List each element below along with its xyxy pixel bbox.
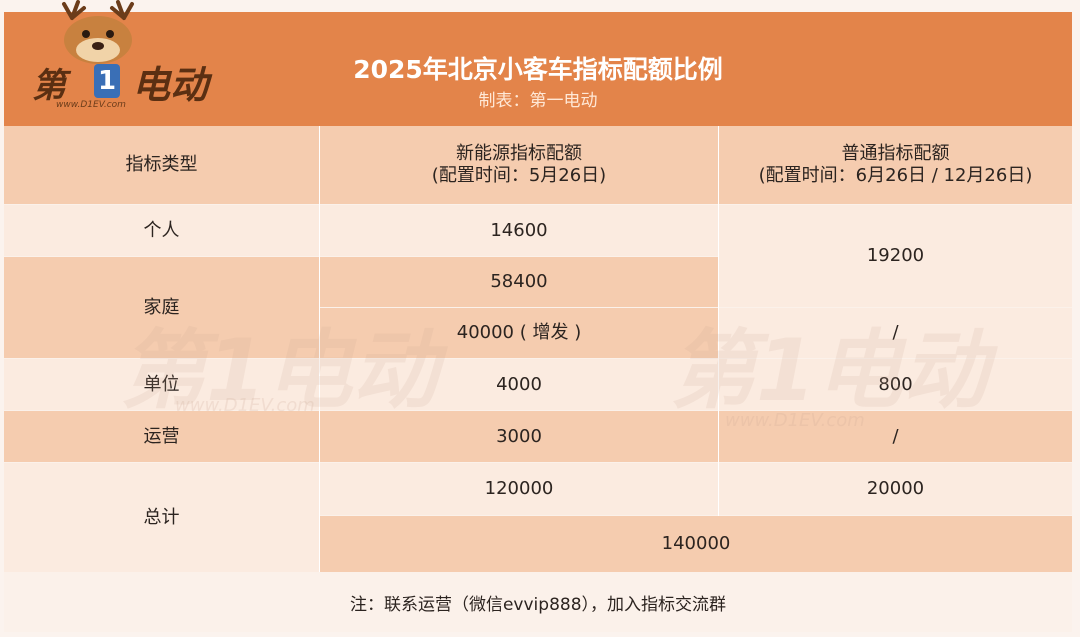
row-total-nev: 120000 xyxy=(320,463,718,515)
row-family-label: 家庭 xyxy=(4,257,319,358)
divider xyxy=(718,126,719,516)
row-unit-regular: 800 xyxy=(719,359,1072,410)
row-total-regular: 20000 xyxy=(719,463,1072,515)
row-unit-nev: 4000 xyxy=(320,359,718,410)
row-operation-label: 运营 xyxy=(4,411,319,462)
row-personal-nev: 14600 xyxy=(320,205,718,256)
row-personal-label: 个人 xyxy=(4,205,319,256)
row-family-regular-extra: / xyxy=(719,308,1072,358)
header-regular-time: (配置时间：6月26日 / 12月26日) xyxy=(758,165,1033,186)
row-unit-label: 单位 xyxy=(4,359,319,410)
divider xyxy=(319,126,320,572)
page-title: 2025年北京小客车指标配额比例 xyxy=(353,55,723,84)
header-bar: 2025年北京小客车指标配额比例 制表：第一电动 xyxy=(4,12,1072,126)
watermark-url-right: www.D1EV.com xyxy=(725,410,865,431)
deer-mascot-icon xyxy=(62,0,134,64)
header-type: 指标类型 xyxy=(4,126,319,204)
footer-note: 注：联系运营（微信evvip888），加入指标交流群 xyxy=(4,572,1072,632)
header-nev-title: 新能源指标配额 xyxy=(456,143,582,164)
row-personal-family-regular: 19200 xyxy=(719,205,1072,307)
header-nev: 新能源指标配额 (配置时间：5月26日) xyxy=(320,126,718,204)
logo-url: www.D1EV.com xyxy=(56,100,126,110)
row-total-grand: 140000 xyxy=(320,516,1072,572)
row-family-nev: 58400 xyxy=(320,257,718,307)
logo-text-diandong: 电动 xyxy=(132,63,209,107)
header-regular-title: 普通指标配额 xyxy=(841,143,950,164)
watermark-url-left: www.D1EV.com xyxy=(175,395,315,416)
row-operation-regular: / xyxy=(719,411,1072,462)
header-nev-time: (配置时间：5月26日) xyxy=(431,165,607,186)
row-operation-nev: 3000 xyxy=(320,411,718,462)
logo-text-di: 第 xyxy=(32,66,66,106)
brand-logo: 第 1 电动 www.D1EV.com xyxy=(14,0,224,120)
page-subtitle: 制表：第一电动 xyxy=(478,91,598,111)
row-total-label: 总计 xyxy=(4,463,319,572)
row-family-nev-extra: 40000 ( 增发 ) xyxy=(320,308,718,358)
header-regular: 普通指标配额 (配置时间：6月26日 / 12月26日) xyxy=(719,126,1072,204)
logo-badge: 1 xyxy=(94,64,120,98)
